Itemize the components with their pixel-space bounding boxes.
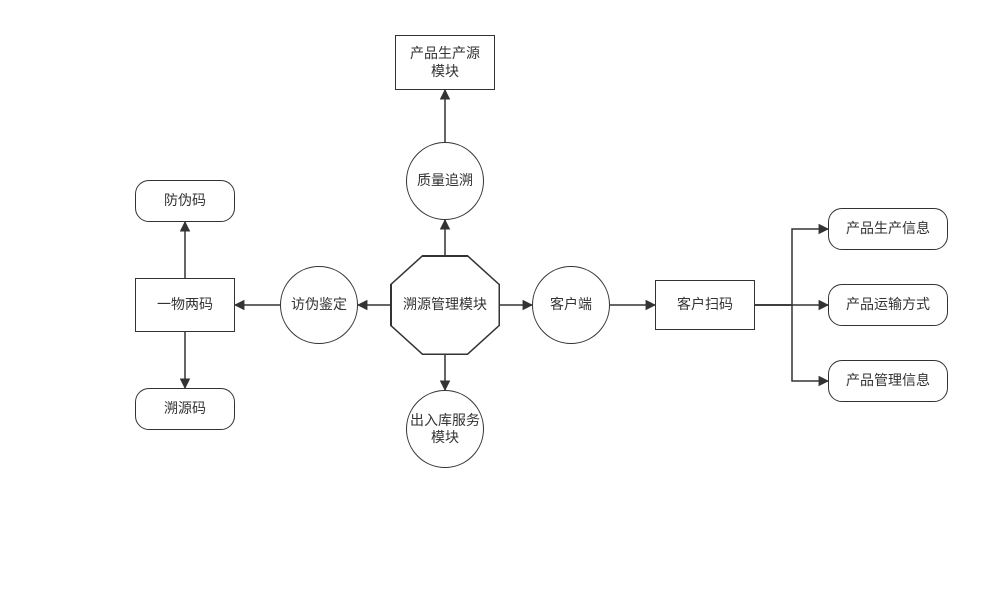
node-trace-code: 溯源码 [135,388,235,430]
node-center: 溯源管理模块 [390,255,500,355]
node-client-label: 客户端 [550,296,592,314]
node-center-label: 溯源管理模块 [403,296,487,314]
node-management-info-label: 产品管理信息 [846,372,930,390]
node-quality-trace: 质量追溯 [406,142,484,220]
node-production-info: 产品生产信息 [828,208,948,250]
node-management-info: 产品管理信息 [828,360,948,402]
node-quality-trace-label: 质量追溯 [417,172,473,190]
node-customer-scan: 客户扫码 [655,280,755,330]
node-inout-service: 出入库服务模块 [406,390,484,468]
node-anti-code: 防伪码 [135,180,235,222]
node-client: 客户端 [532,266,610,344]
node-production-info-label: 产品生产信息 [846,220,930,238]
node-one-item-two-codes: 一物两码 [135,278,235,332]
edge [755,229,828,305]
edge [755,305,828,381]
node-anti-forgery-id-label: 访伪鉴定 [291,296,347,314]
node-production-source: 产品生产源模块 [395,35,495,90]
node-one-item-two-codes-label: 一物两码 [157,296,213,314]
node-trace-code-label: 溯源码 [164,400,206,418]
node-anti-code-label: 防伪码 [164,192,206,210]
node-production-source-label: 产品生产源模块 [410,45,480,80]
node-transport-mode: 产品运输方式 [828,284,948,326]
node-customer-scan-label: 客户扫码 [677,296,733,314]
node-anti-forgery-id: 访伪鉴定 [280,266,358,344]
node-inout-service-label: 出入库服务模块 [410,412,480,447]
node-transport-mode-label: 产品运输方式 [846,296,930,314]
diagram-canvas: 溯源管理模块 质量追溯 产品生产源模块 出入库服务模块 访伪鉴定 一物两码 防伪… [0,0,1000,589]
